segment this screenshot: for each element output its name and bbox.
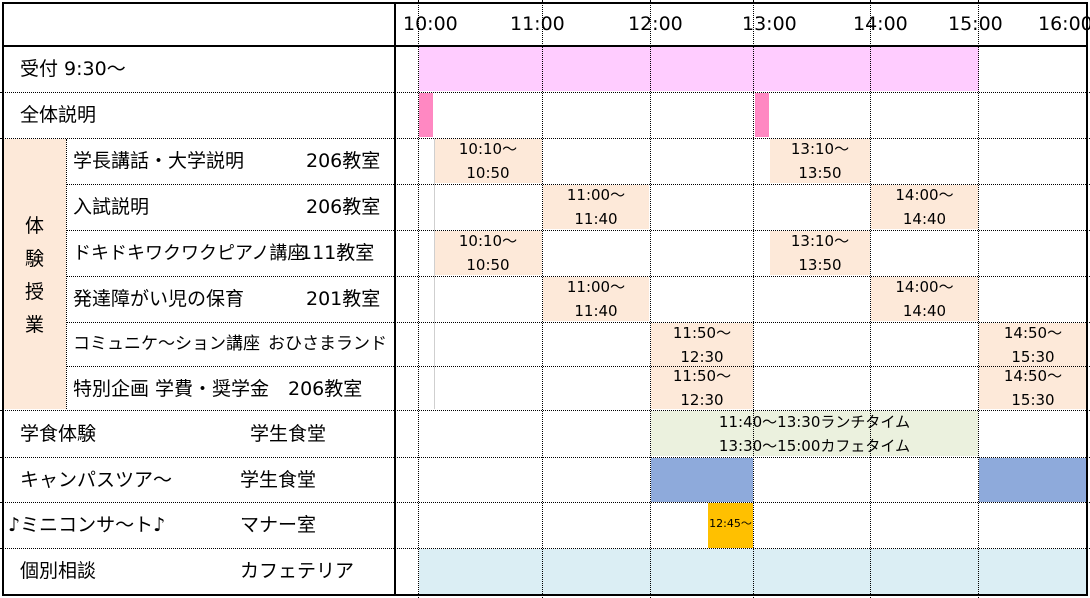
slot-text: 11:50～ 12:30: [672, 367, 732, 409]
slot-text: 13:10～ 13:50: [790, 232, 850, 274]
slot-text: 14:50～ 15:30: [1003, 324, 1063, 366]
lunch-bar: [651, 411, 978, 456]
consult-room: カフェテリア: [240, 560, 355, 582]
slot-l5-a: [651, 323, 753, 367]
tour-bar-1: [651, 458, 753, 502]
time-1100: 11:00: [510, 13, 565, 35]
slot-text: 11:00～ 11:40: [566, 186, 626, 228]
lecture2-room: 206教室: [306, 196, 381, 218]
time-1500: 15:00: [948, 13, 1003, 35]
slot-text: 11:00～ 11:40: [566, 278, 626, 320]
cafeteria-room: 学生食堂: [250, 423, 327, 445]
slot-l4-a: [543, 277, 649, 321]
time-1300: 13:00: [742, 13, 797, 35]
lecture3-room: 111教室: [300, 242, 375, 264]
taiken-label-4: 業: [25, 314, 45, 336]
lecture6-name: 特別企画 学費・奨学金: [73, 378, 270, 400]
consult-name: 個別相談: [20, 560, 97, 582]
lecture6-room: 206教室: [288, 378, 363, 400]
taiken-label-3: 授: [25, 281, 45, 303]
reception-bar: [419, 47, 979, 91]
lecture3-name: ドキドキワクワクピアノ講座: [73, 243, 306, 264]
time-1400: 14:00: [853, 13, 908, 35]
slot-text: 14:50～ 15:30: [1003, 367, 1063, 409]
concert-bar: [708, 503, 753, 548]
slot-l2-a: [543, 185, 649, 229]
tour-name: キャンパスツア～: [20, 469, 173, 491]
taiken-label-2: 験: [25, 248, 45, 270]
slot-text: 14:00～ 14:40: [895, 278, 954, 320]
slot-l1-a: [434, 139, 542, 183]
taiken-label-bg: [4, 139, 66, 409]
overall-marker-1: [419, 93, 433, 137]
slot-l6-a: [651, 367, 753, 409]
slot-l3-b: [770, 231, 870, 275]
lecture5-room: おひさまランド: [268, 334, 387, 354]
overall-marker-2: [755, 93, 769, 137]
concert-time: 12:45～: [709, 517, 752, 530]
slot-l3-a: [434, 231, 542, 275]
time-1200: 12:00: [628, 13, 683, 35]
slot-l2-b: [871, 185, 978, 229]
lunch-text: 11:40～13:30ランチタイム 13:30～15:00カフェタイム: [718, 413, 911, 455]
time-1000: 10:00: [403, 13, 458, 35]
slot-text: 10:10～ 10:50: [458, 140, 518, 182]
slot-text: 14:00～ 14:40: [895, 186, 954, 228]
concert-room: マナー室: [240, 514, 317, 536]
slot-l1-b: [770, 139, 870, 183]
time-1600: 16:00: [1038, 13, 1090, 35]
slot-text: 13:10～ 13:50: [790, 140, 850, 182]
tour-bar-2: [979, 458, 1087, 502]
slot-text: 11:50～ 12:30: [672, 324, 732, 366]
taiken-label-1: 体: [25, 215, 45, 237]
lecture2-name: 入試説明: [73, 196, 150, 218]
lecture4-room: 201教室: [306, 288, 381, 310]
tour-room: 学生食堂: [240, 469, 317, 491]
lecture1-name: 学長講話・大学説明: [73, 150, 245, 172]
concert-name: ♪ミニコンサ～ト♪: [8, 514, 166, 536]
slot-text: 10:10～ 10:50: [458, 232, 518, 274]
cafeteria-name: 学食体験: [20, 423, 97, 445]
row-reception: 受付 9:30～: [20, 58, 126, 80]
row-overall: 全体説明: [20, 104, 97, 126]
lecture5-name: コミュニケ～ション講座: [73, 334, 260, 354]
slot-l4-b: [871, 277, 978, 321]
slot-l5-b: [979, 323, 1087, 367]
slot-l6-b: [979, 367, 1087, 409]
lecture4-name: 発達障がい児の保育: [73, 288, 245, 310]
lecture1-room: 206教室: [306, 150, 381, 172]
